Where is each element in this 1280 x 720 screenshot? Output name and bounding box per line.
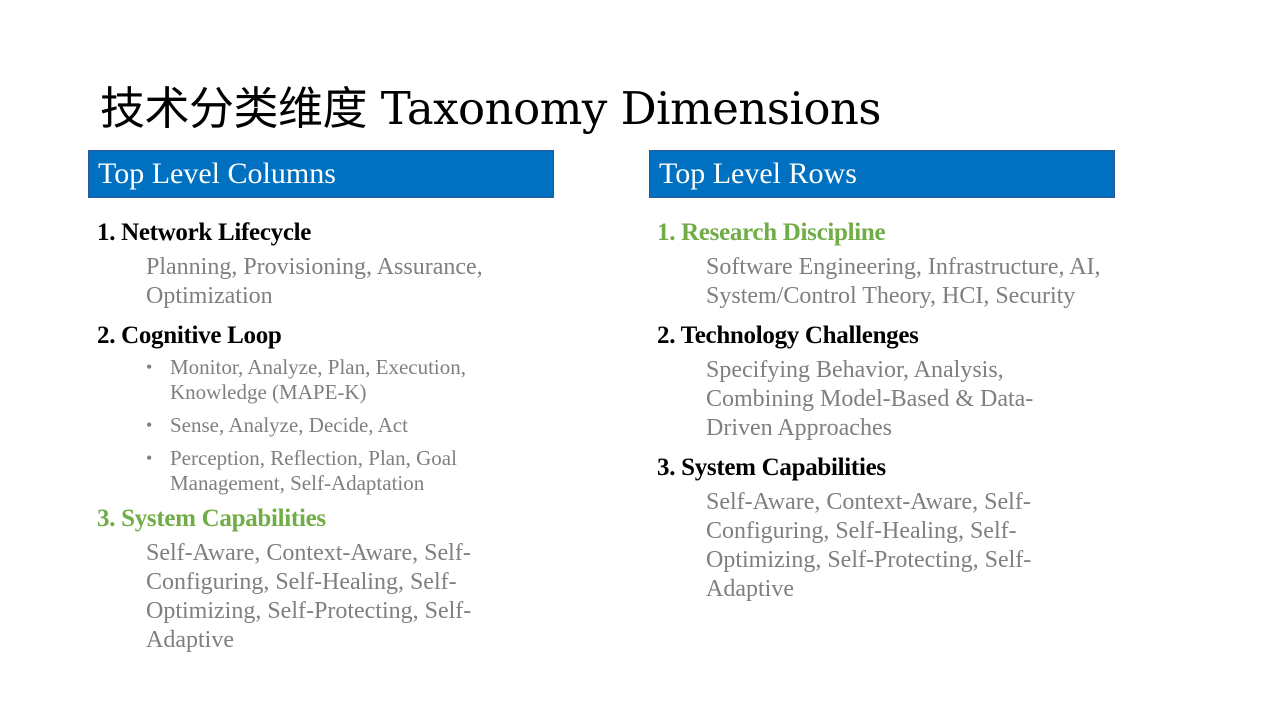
rows-header: Top Level Rows <box>649 150 1115 198</box>
section-title-technology-challenges: 2. Technology Challenges <box>657 322 919 349</box>
slide-title: 技术分类维度 Taxonomy Dimensions <box>100 82 882 135</box>
bullet-text-sense: Sense, Analyze, Decide, Act <box>170 413 408 437</box>
section-body-system-capabilities: Self-Aware, Context-Aware, Self-Configur… <box>146 540 472 653</box>
columns-list: 1. Network Lifecycle Planning, Provision… <box>97 218 567 665</box>
section-body-system-capabilities-rows: Self-Aware, Context-Aware, Self-Configur… <box>706 489 1032 602</box>
section-title-network-lifecycle: 1. Network Lifecycle <box>97 219 312 246</box>
bullet-item: • Monitor, Analyze, Plan, Execution, Kno… <box>146 355 540 405</box>
section-body-network-lifecycle: Planning, Provisioning, Assurance, Optim… <box>146 254 483 309</box>
bullet-glyph: • <box>146 415 153 435</box>
section-body-research-discipline: Software Engineering, Infrastructure, AI… <box>706 254 1101 309</box>
bullet-item: • Perception, Reflection, Plan, Goal Man… <box>146 446 530 496</box>
section-body-technology-challenges: Specifying Behavior, Analysis, Combining… <box>706 357 1034 441</box>
bullet-text-perception: Perception, Reflection, Plan, Goal Manag… <box>170 446 457 495</box>
bullet-item: • Sense, Analyze, Decide, Act <box>146 413 567 438</box>
section-title-cognitive-loop: 2. Cognitive Loop <box>97 322 282 349</box>
rows-list: 1. Research Discipline Software Engineer… <box>657 218 1127 614</box>
section-title-system-capabilities: 3. System Capabilities <box>97 505 326 532</box>
cognitive-loop-bullets: • Monitor, Analyze, Plan, Execution, Kno… <box>97 355 567 496</box>
columns-header: Top Level Columns <box>88 150 554 198</box>
bullet-glyph: • <box>146 448 153 468</box>
section-title-system-capabilities-rows: 3. System Capabilities <box>657 454 886 481</box>
bullet-text-mape-k: Monitor, Analyze, Plan, Execution, Knowl… <box>170 355 467 404</box>
section-title-research-discipline: 1. Research Discipline <box>657 219 886 246</box>
bullet-glyph: • <box>146 357 153 377</box>
